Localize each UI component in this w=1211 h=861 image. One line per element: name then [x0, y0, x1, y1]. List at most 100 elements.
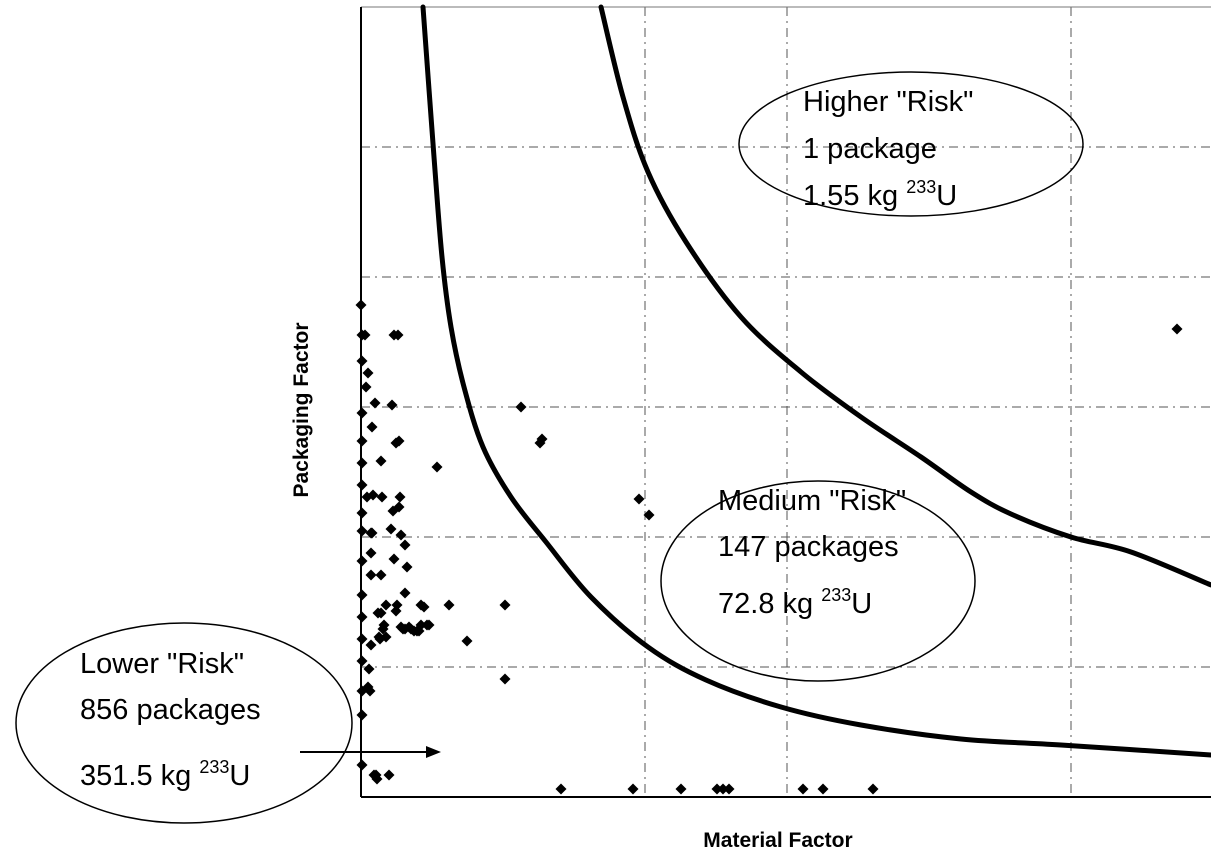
data-point-16: [356, 759, 368, 771]
data-point-89: [711, 783, 723, 795]
data-point-80: [499, 673, 511, 685]
data-point-20: [362, 367, 374, 379]
data-point-26: [365, 547, 377, 559]
lower-risk-arrow-head: [426, 746, 441, 758]
lower-risk-ellipse: [15, 622, 353, 824]
medium-risk-line-3-text: 72.8 kg: [718, 588, 821, 620]
higher-risk-line-2-text: 1 package: [803, 133, 937, 165]
data-point-47: [385, 523, 397, 535]
data-point-10: [356, 589, 368, 601]
medium-risk-ellipse: [660, 480, 976, 682]
data-point-79: [499, 599, 511, 611]
data-point-62: [399, 587, 411, 599]
lower-risk-line-3-text: 351.5 kg: [80, 760, 199, 792]
data-point-38: [375, 455, 387, 467]
lower-risk-isotope-symbol: U: [229, 760, 250, 792]
data-point-83: [536, 433, 548, 445]
lower-risk-line-1-text: Lower "Risk": [80, 648, 244, 680]
data-point-32: [369, 397, 381, 409]
data-point-91: [723, 783, 735, 795]
data-point-24: [365, 639, 377, 651]
data-point-73: [418, 601, 430, 613]
data-point-15: [356, 709, 368, 721]
data-point-75: [423, 619, 435, 631]
data-point-40: [375, 607, 387, 619]
data-point-50: [388, 553, 400, 565]
data-point-44: [380, 599, 392, 611]
data-point-2: [356, 355, 368, 367]
data-point-64: [399, 539, 411, 551]
higher-risk-line-1: Higher "Risk": [803, 86, 973, 118]
higher-risk-annotation: Higher "Risk" 1 package 1.55 kg 233U: [738, 71, 1084, 217]
lower-risk-isotope-sup: 233: [199, 757, 229, 777]
data-point-71: [415, 619, 427, 631]
medium-risk-line-2: 147 packages: [718, 531, 899, 563]
higher-risk-line-2: 1 package: [803, 133, 937, 165]
x-axis-title: Material Factor: [703, 829, 852, 852]
data-point-85: [627, 783, 639, 795]
data-point-5: [356, 457, 368, 469]
package-points: [355, 299, 1183, 795]
data-point-45: [380, 631, 392, 643]
data-point-57: [393, 435, 405, 447]
higher-risk-isotope-symbol: U: [936, 180, 957, 212]
data-point-22: [363, 663, 375, 675]
risk-boundary-curves: [420, 4, 1211, 758]
medium-risk-line-3: 72.8 kg 233U: [718, 585, 872, 620]
data-point-13: [356, 655, 368, 667]
higher-risk-isotope-sup: 233: [906, 177, 936, 197]
lower-risk-annotation: Lower "Risk" 856 packages 351.5 kg 233U: [15, 622, 441, 824]
data-point-9: [356, 555, 368, 567]
data-point-17: [359, 329, 371, 341]
data-point-55: [392, 329, 404, 341]
higher-risk-ellipse: [738, 71, 1084, 217]
risk-boundary-curve-2: [598, 4, 1211, 588]
data-point-8: [356, 525, 368, 537]
data-point-95: [1171, 323, 1183, 335]
data-point-84: [555, 783, 567, 795]
data-point-3: [356, 407, 368, 419]
lower-risk-line-3: 351.5 kg 233U: [80, 757, 250, 792]
data-point-11: [356, 611, 368, 623]
data-point-39: [375, 569, 387, 581]
higher-risk-line-1-text: Higher "Risk": [803, 86, 973, 118]
data-point-4: [356, 435, 368, 447]
data-point-77: [443, 599, 455, 611]
data-point-18: [360, 381, 372, 393]
higher-risk-line-3: 1.55 kg 233U: [803, 177, 957, 212]
data-point-58: [394, 491, 406, 503]
data-point-54: [391, 599, 403, 611]
medium-risk-isotope-symbol: U: [851, 588, 872, 620]
medium-risk-isotope-sup: 233: [821, 585, 851, 605]
data-point-7: [356, 507, 368, 519]
data-point-0: [355, 299, 367, 311]
data-point-29: [366, 421, 378, 433]
higher-risk-line-3-text: 1.55 kg: [803, 180, 906, 212]
data-point-81: [515, 401, 527, 413]
data-point-90: [717, 783, 729, 795]
data-point-59: [395, 529, 407, 541]
data-point-23: [364, 685, 376, 697]
data-point-88: [675, 783, 687, 795]
data-point-28: [366, 527, 378, 539]
data-point-43: [378, 619, 390, 631]
lower-risk-line-2-text: 856 packages: [80, 694, 261, 726]
medium-risk-line-2-text: 147 packages: [718, 531, 899, 563]
data-point-30: [367, 489, 379, 501]
data-point-94: [867, 783, 879, 795]
lower-risk-line-2: 856 packages: [80, 694, 261, 726]
data-point-76: [431, 461, 443, 473]
data-point-6: [356, 479, 368, 491]
data-point-46: [383, 769, 395, 781]
data-point-78: [461, 635, 473, 647]
lower-risk-line-1: Lower "Risk": [80, 648, 244, 680]
data-point-48: [386, 399, 398, 411]
data-point-56: [393, 501, 405, 513]
data-point-86: [633, 493, 645, 505]
y-axis-title: Packaging Factor: [290, 322, 313, 497]
data-point-65: [401, 561, 413, 573]
gridlines: [361, 7, 1211, 797]
data-point-12: [356, 633, 368, 645]
